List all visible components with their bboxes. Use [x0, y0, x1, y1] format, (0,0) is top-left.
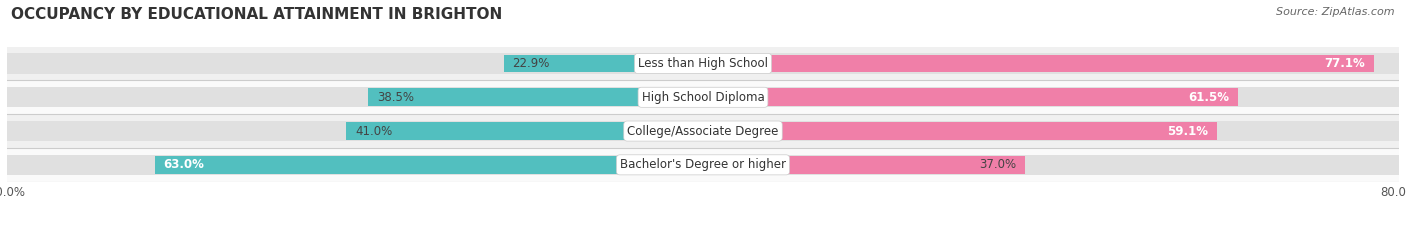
Bar — [703, 122, 1218, 140]
Bar — [7, 121, 1399, 141]
Text: College/Associate Degree: College/Associate Degree — [627, 125, 779, 137]
Text: Source: ZipAtlas.com: Source: ZipAtlas.com — [1277, 7, 1395, 17]
Bar — [703, 55, 1374, 72]
Bar — [155, 156, 703, 174]
Text: 77.1%: 77.1% — [1324, 57, 1365, 70]
Bar — [7, 155, 1399, 175]
Legend: Owner-occupied, Renter-occupied: Owner-occupied, Renter-occupied — [581, 232, 825, 233]
Text: 63.0%: 63.0% — [163, 158, 204, 171]
Text: 22.9%: 22.9% — [512, 57, 550, 70]
Bar — [368, 89, 703, 106]
Bar — [703, 89, 1239, 106]
Bar — [7, 47, 1399, 80]
Bar — [503, 55, 703, 72]
Text: Less than High School: Less than High School — [638, 57, 768, 70]
Text: 61.5%: 61.5% — [1188, 91, 1229, 104]
Bar — [7, 80, 1399, 114]
Bar — [346, 122, 703, 140]
Text: 37.0%: 37.0% — [979, 158, 1017, 171]
Bar — [7, 114, 1399, 148]
Bar — [7, 53, 1399, 74]
Bar — [703, 156, 1025, 174]
Text: 38.5%: 38.5% — [377, 91, 413, 104]
Text: 59.1%: 59.1% — [1167, 125, 1208, 137]
Bar — [7, 87, 1399, 107]
Text: OCCUPANCY BY EDUCATIONAL ATTAINMENT IN BRIGHTON: OCCUPANCY BY EDUCATIONAL ATTAINMENT IN B… — [11, 7, 502, 22]
Text: 41.0%: 41.0% — [354, 125, 392, 137]
Text: High School Diploma: High School Diploma — [641, 91, 765, 104]
Bar — [7, 148, 1399, 182]
Text: Bachelor's Degree or higher: Bachelor's Degree or higher — [620, 158, 786, 171]
